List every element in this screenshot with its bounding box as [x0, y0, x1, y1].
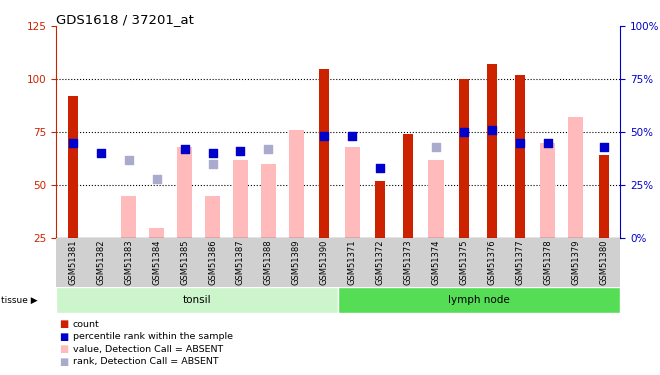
Point	[207, 150, 218, 156]
Text: tissue ▶: tissue ▶	[1, 296, 38, 305]
Point	[263, 146, 274, 152]
Text: GSM51373: GSM51373	[403, 240, 412, 285]
Text: GSM51385: GSM51385	[180, 240, 189, 285]
Point	[67, 140, 78, 146]
Text: ■: ■	[59, 357, 69, 366]
Point	[96, 150, 106, 156]
Text: rank, Detection Call = ABSENT: rank, Detection Call = ABSENT	[73, 357, 218, 366]
Text: GSM51371: GSM51371	[348, 240, 356, 285]
Bar	[345, 147, 360, 291]
Bar	[540, 143, 556, 291]
Point	[319, 134, 329, 140]
Bar	[233, 160, 248, 291]
Text: GSM51376: GSM51376	[487, 240, 496, 285]
Point	[375, 165, 385, 171]
Bar	[515, 75, 525, 291]
Bar	[599, 156, 609, 291]
Point	[486, 127, 497, 133]
Point	[459, 129, 469, 135]
Text: ■: ■	[59, 320, 69, 329]
Text: GSM51381: GSM51381	[69, 240, 77, 285]
Text: ■: ■	[59, 344, 69, 354]
Bar	[121, 196, 137, 291]
Text: GSM51375: GSM51375	[459, 240, 469, 285]
Text: lymph node: lymph node	[448, 295, 510, 305]
Bar	[338, 287, 620, 313]
Bar	[568, 117, 583, 291]
Bar	[205, 196, 220, 291]
Bar	[487, 64, 497, 291]
Point	[431, 144, 442, 150]
Point	[347, 134, 358, 140]
Point	[151, 176, 162, 182]
Text: GSM51382: GSM51382	[96, 240, 106, 285]
Text: ■: ■	[59, 332, 69, 342]
Text: GSM51388: GSM51388	[264, 240, 273, 285]
Point	[599, 144, 609, 150]
Text: GSM51387: GSM51387	[236, 240, 245, 285]
Bar	[56, 287, 338, 313]
Bar	[319, 69, 329, 291]
Text: count: count	[73, 320, 100, 329]
Text: GSM51377: GSM51377	[515, 240, 524, 285]
Point	[235, 148, 246, 154]
Text: GSM51374: GSM51374	[432, 240, 440, 285]
Point	[515, 140, 525, 146]
Text: GSM51372: GSM51372	[376, 240, 385, 285]
Text: GSM51383: GSM51383	[124, 240, 133, 285]
Bar	[177, 147, 192, 291]
Text: GSM51384: GSM51384	[152, 240, 161, 285]
Bar	[261, 164, 276, 291]
Bar	[459, 79, 469, 291]
Point	[207, 161, 218, 167]
Text: percentile rank within the sample: percentile rank within the sample	[73, 332, 232, 341]
Text: GSM51386: GSM51386	[208, 240, 217, 285]
Point	[123, 157, 134, 163]
Text: value, Detection Call = ABSENT: value, Detection Call = ABSENT	[73, 345, 223, 354]
Point	[543, 140, 553, 146]
Bar	[376, 181, 385, 291]
Bar	[403, 134, 413, 291]
Bar	[149, 228, 164, 291]
Point	[180, 146, 190, 152]
Bar	[428, 160, 444, 291]
Text: GSM51378: GSM51378	[543, 240, 552, 285]
Bar	[68, 96, 78, 291]
Text: GDS1618 / 37201_at: GDS1618 / 37201_at	[56, 13, 194, 26]
Text: GSM51379: GSM51379	[571, 240, 580, 285]
Bar	[288, 130, 304, 291]
Text: tonsil: tonsil	[183, 295, 211, 305]
Text: GSM51380: GSM51380	[599, 240, 608, 285]
Text: GSM51389: GSM51389	[292, 240, 301, 285]
Text: GSM51390: GSM51390	[320, 240, 329, 285]
